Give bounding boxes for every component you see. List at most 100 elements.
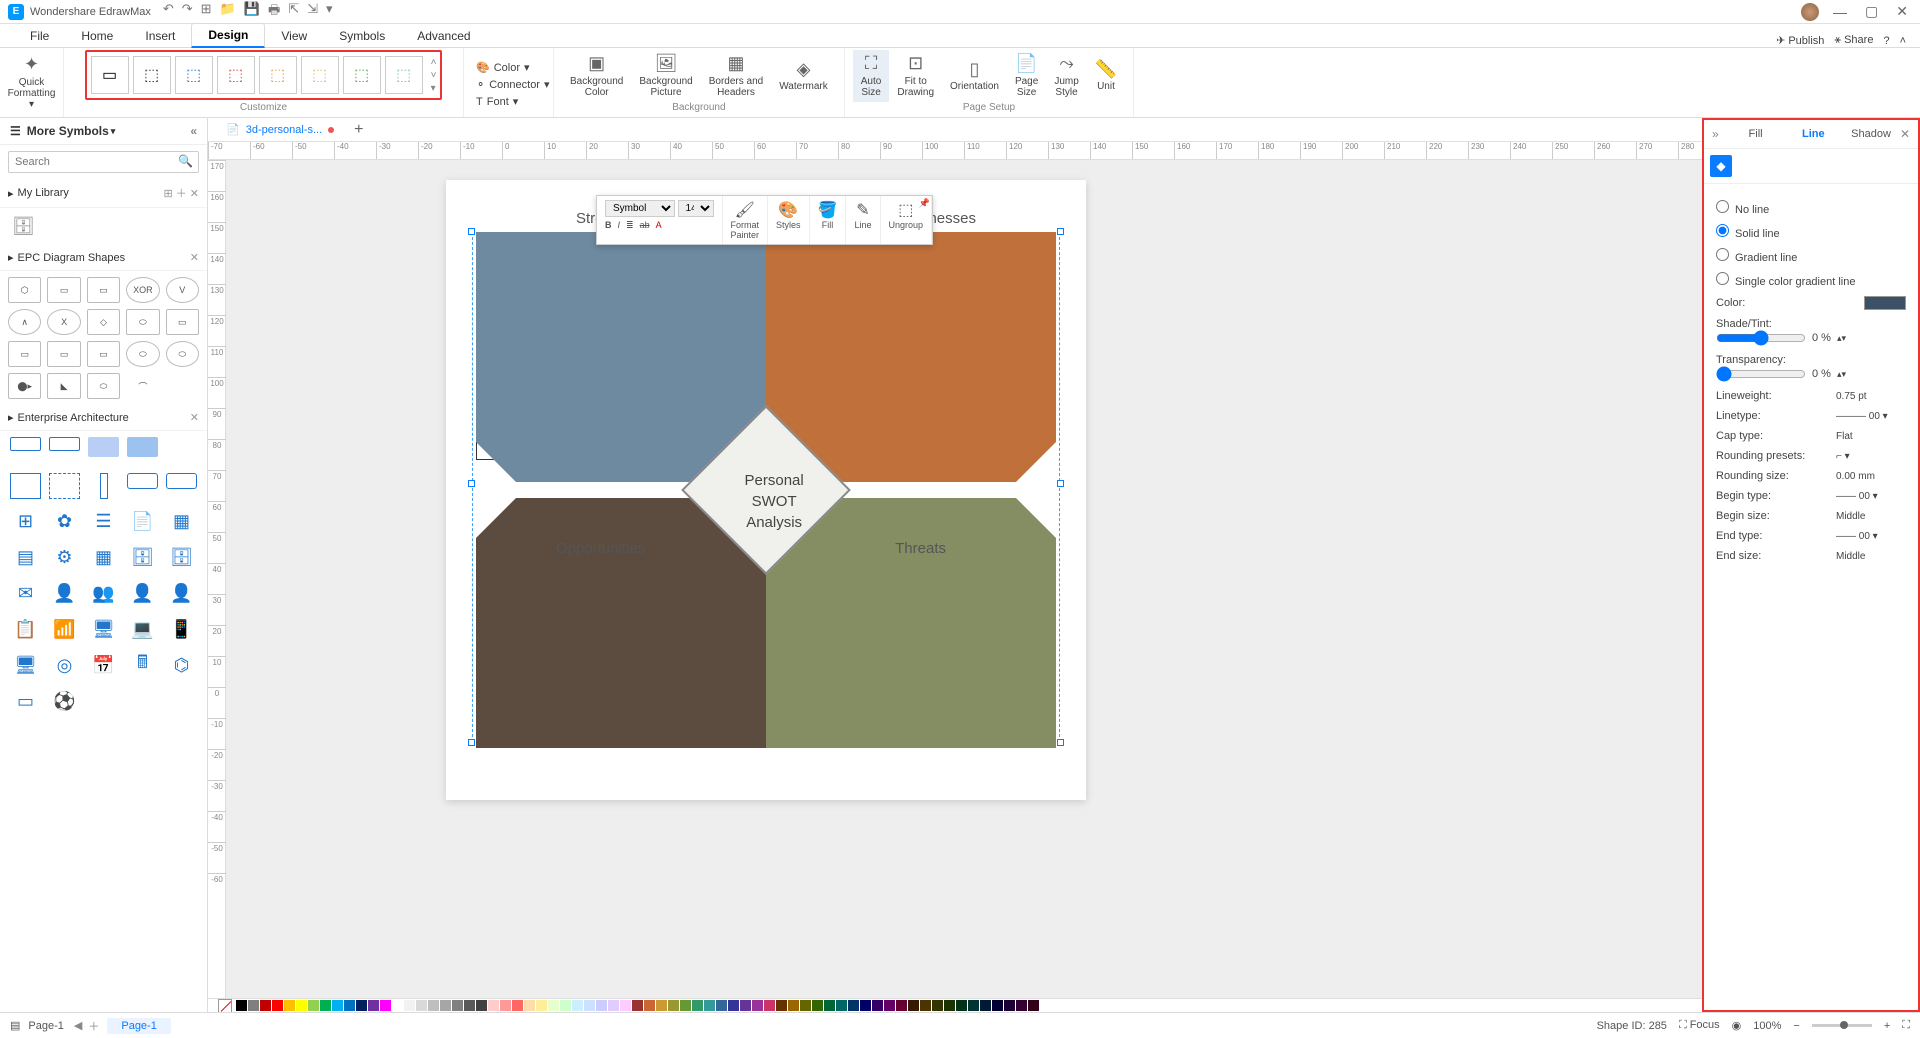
color-swatch[interactable] (536, 1000, 547, 1011)
color-swatch[interactable] (584, 1000, 595, 1011)
ea-clipboard[interactable]: 📋 (10, 615, 41, 643)
float-pin-icon[interactable]: 📌 (919, 198, 930, 209)
redo-icon[interactable]: ↷ (182, 1, 193, 23)
epc-section[interactable]: ▸ EPC Diagram Shapes✕ (0, 245, 207, 271)
shape-r2[interactable]: ▭ (47, 341, 80, 367)
ea-users[interactable]: 👥 (88, 579, 119, 607)
ea-user[interactable]: 👤 (49, 579, 80, 607)
align-button[interactable]: ≣ (626, 220, 634, 231)
shape-r3[interactable]: ▭ (87, 341, 120, 367)
ea-3[interactable] (88, 437, 119, 457)
menu-file[interactable]: File (14, 25, 65, 47)
swot-diagram[interactable]: Strengths S Well educated - master degre… (476, 220, 1056, 760)
close-button[interactable]: ✕ (1892, 3, 1912, 20)
ea-puzzle[interactable]: ✿ (49, 507, 80, 535)
ea-mail[interactable]: ✉ (10, 579, 41, 607)
ea-cal[interactable]: 📅 (88, 651, 119, 679)
ea-proj[interactable]: ▭ (10, 687, 41, 715)
color-swatch[interactable] (404, 1000, 415, 1011)
ea-wifi[interactable]: 📶 (49, 615, 80, 643)
view-mode[interactable]: ◉ (1732, 1019, 1742, 1032)
color-swatch[interactable] (296, 1000, 307, 1011)
open-icon[interactable]: 📁 (220, 1, 236, 23)
menu-advanced[interactable]: Advanced (401, 25, 486, 47)
ea-doc[interactable]: 📄 (127, 507, 158, 535)
color-swatch[interactable] (728, 1000, 739, 1011)
prev-page[interactable]: ◀ (74, 1019, 82, 1032)
new-tab-button[interactable]: + (354, 121, 363, 139)
color-swatch[interactable] (608, 1000, 619, 1011)
color-swatch[interactable] (884, 1000, 895, 1011)
menu-view[interactable]: View (265, 25, 323, 47)
color-swatch[interactable] (716, 1000, 727, 1011)
watermark-button[interactable]: ◈Watermark (771, 50, 836, 102)
fontcolor-button[interactable]: A (656, 220, 662, 231)
ea-9[interactable] (166, 473, 197, 489)
ea-form[interactable]: ▤ (10, 543, 41, 571)
color-swatch[interactable] (452, 1000, 463, 1011)
shape-v[interactable]: V (166, 277, 199, 303)
my-library-section[interactable]: ▸ My Library⊞ ＋ ✕ (0, 179, 207, 208)
color-swatch[interactable] (560, 1000, 571, 1011)
add-page[interactable]: ＋ (88, 1018, 99, 1034)
rounding-preset[interactable]: ⌐ ▾ (1836, 451, 1906, 462)
end-size-value[interactable]: Middle (1836, 551, 1906, 562)
shape-cyl[interactable]: ⬭ (126, 309, 159, 335)
color-swatch[interactable] (932, 1000, 943, 1011)
publish-button[interactable]: ✈ Publish (1776, 34, 1824, 47)
color-swatch[interactable] (320, 1000, 331, 1011)
color-swatch[interactable] (668, 1000, 679, 1011)
color-swatch[interactable] (368, 1000, 379, 1011)
color-swatch[interactable] (1016, 1000, 1027, 1011)
page-tab[interactable]: Page-1 (107, 1018, 170, 1034)
bg-color-button[interactable]: ▣Background Color (562, 50, 631, 102)
styles-button[interactable]: 🎨Styles (768, 196, 810, 244)
color-swatch[interactable] (980, 1000, 991, 1011)
user-avatar[interactable] (1801, 3, 1819, 21)
ea-list[interactable]: ☰ (88, 507, 119, 535)
bold-button[interactable]: B (605, 220, 612, 231)
theme-5[interactable]: ⬚ (259, 56, 297, 94)
shape-ell2[interactable]: ⬭ (166, 341, 199, 367)
menu-design[interactable]: Design (191, 23, 265, 48)
color-swatch[interactable] (704, 1000, 715, 1011)
more-symbols-header[interactable]: ☰ More Symbols▾ « (0, 118, 207, 145)
solid-line-option[interactable]: Solid line (1716, 224, 1906, 240)
color-swatch[interactable] (260, 1000, 271, 1011)
color-swatch[interactable] (836, 1000, 847, 1011)
search-icon[interactable]: 🔍 (178, 154, 193, 168)
color-button[interactable]: 🎨 Color ▾ (472, 59, 534, 76)
shape-xor[interactable]: XOR (126, 277, 159, 303)
shape-rect3[interactable]: ▭ (166, 309, 199, 335)
orientation-button[interactable]: ▯Orientation (942, 50, 1007, 102)
jump-style-button[interactable]: ⤳Jump Style (1046, 50, 1086, 102)
color-swatch[interactable] (416, 1000, 427, 1011)
shape-rect2[interactable]: ▭ (87, 277, 120, 303)
italic-button[interactable]: I (618, 220, 621, 231)
ea-role[interactable]: 👤 (166, 579, 197, 607)
print-icon[interactable]: 🖶 (268, 1, 280, 23)
ea-8[interactable] (127, 473, 158, 489)
color-swatch[interactable] (896, 1000, 907, 1011)
share-button[interactable]: ⚹ Share (1834, 34, 1873, 47)
fullscreen-icon[interactable]: ⛶ (1902, 1019, 1910, 1032)
theme-4[interactable]: ⬚ (217, 56, 255, 94)
no-line-option[interactable]: No line (1716, 200, 1906, 216)
document-tab[interactable]: 📄 3d-personal-s... (218, 121, 342, 138)
ea-dbgear[interactable]: 🗄 (166, 543, 197, 571)
begin-type-value[interactable]: —— 00 ▾ (1836, 491, 1906, 502)
shape-hex[interactable]: ⬡ (8, 277, 41, 303)
color-swatch[interactable] (656, 1000, 667, 1011)
font-button[interactable]: T Font ▾ (472, 93, 522, 110)
ea-server[interactable]: 🖥 (88, 615, 119, 643)
color-swatch[interactable] (344, 1000, 355, 1011)
fontsize-select[interactable]: 14 (678, 200, 714, 217)
begin-size-value[interactable]: Middle (1836, 511, 1906, 522)
ea-section[interactable]: ▸ Enterprise Architecture✕ (0, 405, 207, 431)
page[interactable]: Symbol 14 B I ≣ ab A 🖌Format Painter 🎨St… (446, 180, 1086, 800)
color-swatch[interactable] (632, 1000, 643, 1011)
gradient-line-option[interactable]: Gradient line (1716, 248, 1906, 264)
ea-table[interactable]: ▦ (166, 507, 197, 535)
theme-scroll-down[interactable]: ˅ (431, 70, 437, 81)
ea-ball[interactable]: ⚽ (49, 687, 80, 715)
